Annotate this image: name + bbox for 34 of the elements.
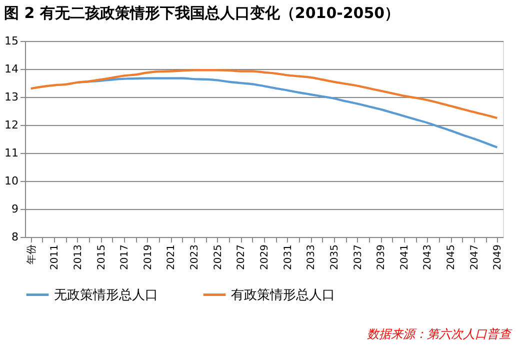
x-tick-label: 2047 bbox=[469, 244, 480, 270]
chart-title: 图 2 有无二孩政策情形下我国总人口变化（2010-2050） bbox=[4, 4, 400, 22]
x-tick-label: 2043 bbox=[422, 244, 434, 270]
x-tick-label: 2021 bbox=[166, 244, 178, 270]
source-note: 数据来源：第六次人口普查 bbox=[367, 327, 513, 341]
y-tick-label: 9 bbox=[12, 202, 18, 216]
y-tick-label: 14 bbox=[4, 62, 18, 76]
x-tick-label: 2037 bbox=[352, 244, 364, 270]
x-tick-label: 2015 bbox=[96, 244, 108, 270]
legend-label: 无政策情形总人口 bbox=[54, 288, 158, 303]
y-tick-label: 8 bbox=[12, 230, 18, 244]
legend-label: 有政策情形总人口 bbox=[231, 288, 335, 303]
x-tick-label: 2011 bbox=[50, 244, 61, 270]
x-tick-label: 2025 bbox=[212, 244, 224, 270]
y-tick-label: 11 bbox=[4, 146, 18, 160]
x-tick-label: 2049 bbox=[492, 244, 504, 270]
y-tick-label: 13 bbox=[4, 90, 18, 104]
x-tick-label: 2039 bbox=[376, 244, 388, 270]
x-tick-label: 2041 bbox=[399, 244, 410, 270]
x-tick-label: 2023 bbox=[190, 244, 201, 270]
x-tick-label: 2045 bbox=[446, 244, 458, 270]
x-tick-label: 2029 bbox=[260, 244, 270, 270]
x-tick-label: 2017 bbox=[120, 244, 131, 270]
x-tick-label: 年份 bbox=[25, 244, 38, 264]
line-series bbox=[30, 69, 498, 120]
y-tick-label: 10 bbox=[4, 174, 18, 188]
y-tick-label: 12 bbox=[4, 118, 18, 132]
x-tick-label: 2035 bbox=[329, 244, 340, 270]
y-tick-label: 15 bbox=[4, 34, 18, 48]
x-tick-label: 2019 bbox=[142, 244, 154, 270]
x-tick-label: 2031 bbox=[282, 244, 294, 270]
x-tick-label: 2033 bbox=[306, 244, 318, 270]
x-tick-label: 2027 bbox=[236, 244, 248, 270]
x-tick-label: 2013 bbox=[72, 244, 84, 270]
